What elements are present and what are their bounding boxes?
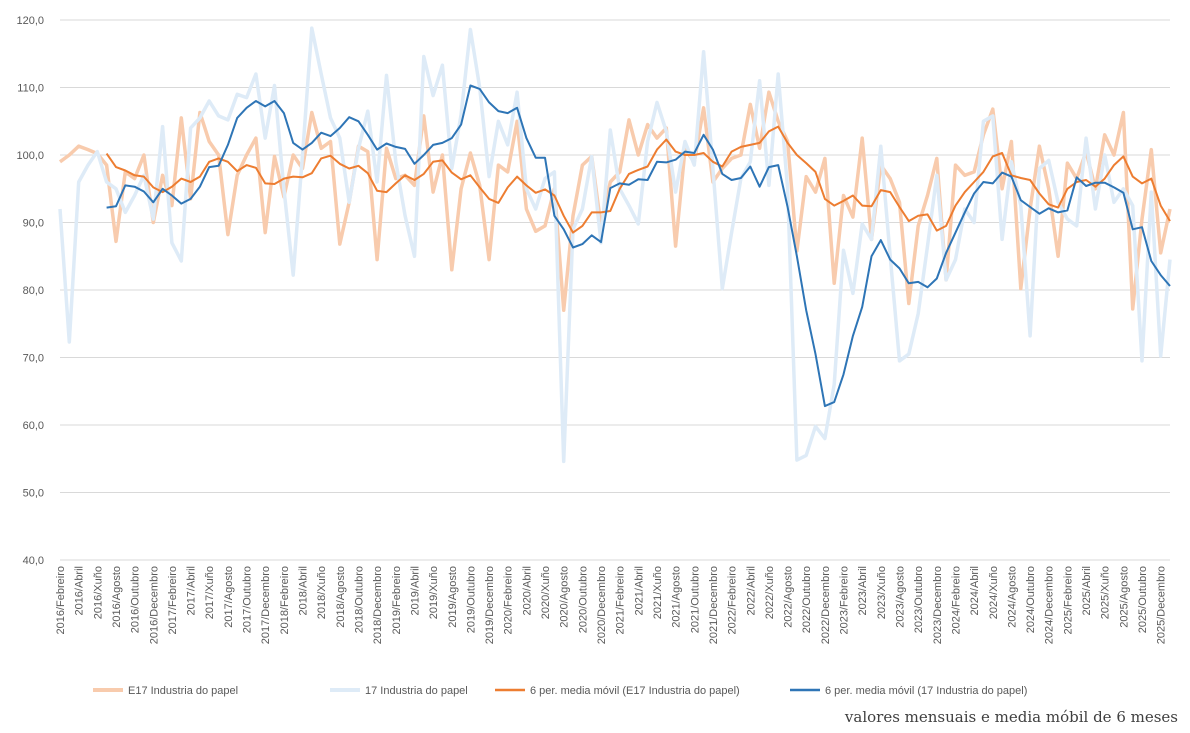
series-line xyxy=(58,26,1172,464)
x-tick-label: 2025/Abril xyxy=(1081,566,1093,616)
x-tick-label: 2025/Xuño xyxy=(1100,566,1112,619)
x-tick-label: 2021/Febreiro xyxy=(615,566,627,635)
x-tick-label: 2021/Xuño xyxy=(652,566,664,619)
x-tick-label: 2017/Outubro xyxy=(242,566,254,633)
series-line xyxy=(106,84,1171,408)
x-tick-label: 2016/Agosto xyxy=(111,566,123,628)
x-tick-label: 2020/Outubro xyxy=(577,566,589,633)
legend-label: E17 Industria do papel xyxy=(128,685,238,697)
x-tick-label: 2025/Outubro xyxy=(1137,566,1149,633)
x-tick-label: 2017/Abril xyxy=(186,566,198,616)
x-tick-label: 2022/Febreiro xyxy=(727,566,739,635)
x-tick-label: 2018/Agosto xyxy=(335,566,347,628)
x-tick-label: 2019/Agosto xyxy=(447,566,459,628)
x-tick-label: 2021/Decembro xyxy=(708,566,720,644)
footer-note: valores mensuais e media móbil de 6 mese… xyxy=(844,708,1178,726)
series-line xyxy=(105,125,1171,234)
x-tick-label: 2023/Abril xyxy=(857,566,869,616)
x-tick-label: 2016/Abril xyxy=(74,566,86,616)
x-tick-label: 2021/Abril xyxy=(633,566,645,616)
x-tick-label: 2023/Outubro xyxy=(913,566,925,633)
x-tick-label: 2022/Decembro xyxy=(820,566,832,644)
x-tick-label: 2016/Xuño xyxy=(92,566,104,619)
x-tick-label: 2020/Abril xyxy=(521,566,533,616)
x-tick-label: 2021/Agosto xyxy=(671,566,683,628)
x-tick-label: 2019/Outubro xyxy=(465,566,477,633)
x-tick-label: 2024/Outubro xyxy=(1025,566,1037,633)
y-tick-label: 70,0 xyxy=(23,353,44,365)
x-tick-label: 2019/Xuño xyxy=(428,566,440,619)
x-tick-label: 2025/Agosto xyxy=(1118,566,1130,628)
x-tick-label: 2022/Xuño xyxy=(764,566,776,619)
x-tick-label: 2020/Xuño xyxy=(540,566,552,619)
x-tick-label: 2024/Febreiro xyxy=(950,566,962,635)
x-tick-label: 2023/Xuño xyxy=(876,566,888,619)
x-tick-label: 2024/Agosto xyxy=(1006,566,1018,628)
x-tick-label: 2018/Outubro xyxy=(353,566,365,633)
x-tick-label: 2017/Agosto xyxy=(223,566,235,628)
series-line xyxy=(58,90,1172,313)
y-tick-label: 90,0 xyxy=(23,218,44,230)
x-tick-label: 2025/Decembro xyxy=(1156,566,1168,644)
x-tick-label: 2019/Decembro xyxy=(484,566,496,644)
x-tick-label: 2018/Febreiro xyxy=(279,566,291,635)
x-tick-label: 2024/Abril xyxy=(969,566,981,616)
legend-label: 6 per. media móvil (E17 Industria do pap… xyxy=(530,685,740,697)
x-tick-label: 2020/Agosto xyxy=(559,566,571,628)
y-tick-label: 120,0 xyxy=(16,15,44,27)
x-tick-label: 2018/Decembro xyxy=(372,566,384,644)
y-tick-label: 40,0 xyxy=(23,555,44,567)
y-tick-label: 100,0 xyxy=(16,150,44,162)
legend-label: 6 per. media móvil (17 Industria do pape… xyxy=(825,685,1027,697)
x-tick-label: 2018/Xuño xyxy=(316,566,328,619)
x-tick-label: 2018/Abril xyxy=(298,566,310,616)
x-tick-label: 2022/Abril xyxy=(745,566,757,616)
x-tick-label: 2023/Agosto xyxy=(894,566,906,628)
legend-label: 17 Industria do papel xyxy=(365,685,468,697)
x-tick-label: 2022/Outubro xyxy=(801,566,813,633)
x-tick-label: 2024/Decembro xyxy=(1044,566,1056,644)
y-tick-label: 60,0 xyxy=(23,420,44,432)
x-tick-label: 2025/Febreiro xyxy=(1062,566,1074,635)
x-tick-label: 2021/Outubro xyxy=(689,566,701,633)
x-tick-label: 2016/Outubro xyxy=(130,566,142,633)
x-tick-label: 2017/Febreiro xyxy=(167,566,179,635)
x-tick-label: 2023/Febreiro xyxy=(839,566,851,635)
x-tick-label: 2023/Decembro xyxy=(932,566,944,644)
x-tick-label: 2022/Agosto xyxy=(783,566,795,628)
y-tick-label: 110,0 xyxy=(17,83,44,95)
x-tick-label: 2016/Febreiro xyxy=(55,566,67,635)
x-tick-label: 2024/Xuño xyxy=(988,566,1000,619)
y-tick-label: 50,0 xyxy=(23,488,44,500)
x-tick-label: 2020/Febreiro xyxy=(503,566,515,635)
x-tick-label: 2019/Abril xyxy=(409,566,421,616)
x-tick-label: 2017/Decembro xyxy=(260,566,272,644)
x-tick-label: 2019/Febreiro xyxy=(391,566,403,635)
y-tick-label: 80,0 xyxy=(23,285,44,297)
x-tick-label: 2017/Xuño xyxy=(204,566,216,619)
x-tick-label: 2016/Decembro xyxy=(148,566,160,644)
x-tick-label: 2020/Decembro xyxy=(596,566,608,644)
